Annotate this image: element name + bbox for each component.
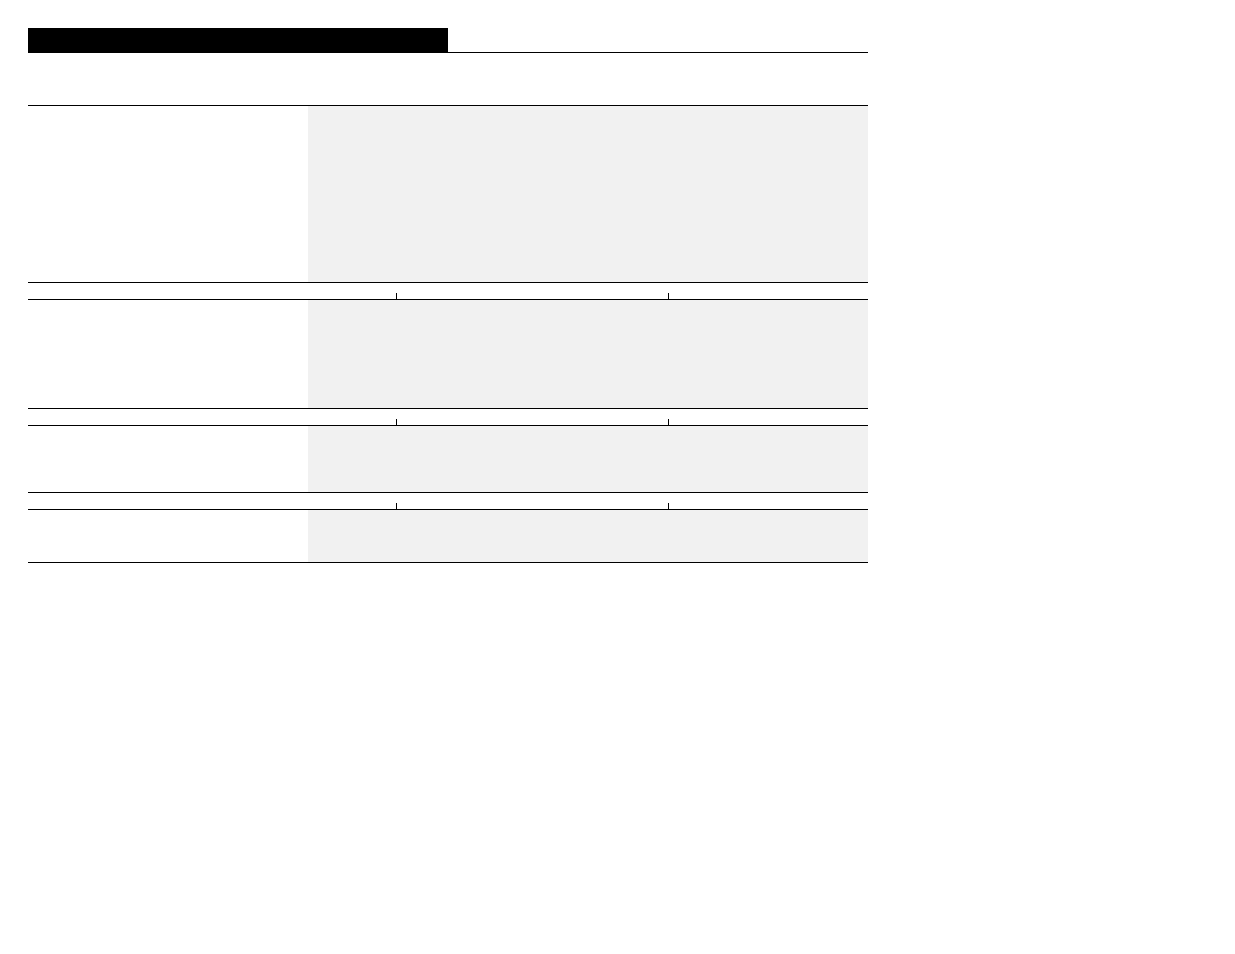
- row-shaded-cell: [308, 510, 868, 562]
- row-separator: [28, 409, 868, 426]
- header-gap: [28, 53, 868, 105]
- document-page: [28, 28, 868, 563]
- row-label-cell: [28, 510, 308, 562]
- table-row: [28, 106, 868, 283]
- row-shaded-cell: [308, 426, 868, 492]
- column-tick: [396, 419, 397, 425]
- row-label-cell: [28, 426, 308, 492]
- table-row: [28, 510, 868, 563]
- header-black-bar: [28, 28, 448, 52]
- table-section: [28, 105, 868, 563]
- column-tick: [668, 419, 669, 425]
- header-row: [28, 28, 868, 53]
- column-tick: [396, 293, 397, 299]
- column-tick: [668, 503, 669, 509]
- row-label-cell: [28, 106, 308, 282]
- column-tick: [668, 293, 669, 299]
- header-remainder: [448, 28, 868, 52]
- column-tick: [396, 503, 397, 509]
- table-row: [28, 300, 868, 409]
- row-label-cell: [28, 300, 308, 408]
- row-shaded-cell: [308, 106, 868, 282]
- row-shaded-cell: [308, 300, 868, 408]
- row-separator: [28, 283, 868, 300]
- row-separator: [28, 493, 868, 510]
- table-row: [28, 426, 868, 493]
